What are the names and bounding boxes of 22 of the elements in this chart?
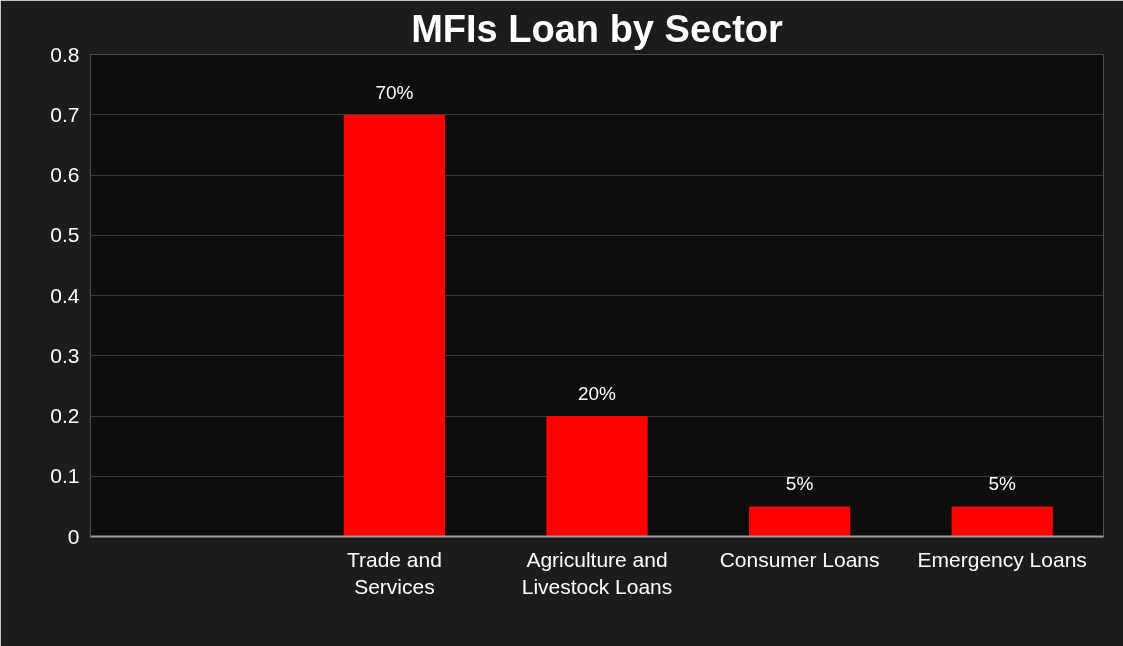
data-label: 20%	[577, 383, 617, 404]
data-label: 5%	[988, 473, 1017, 495]
y-tick-label: 0.8	[50, 42, 80, 66]
y-tick-label: 0.3	[50, 343, 80, 367]
x-tick-label: Agriculture and Livestock Loans	[521, 547, 673, 599]
x-tick-label: Trade and Services	[346, 547, 442, 599]
data-label: 5%	[785, 473, 814, 495]
data-label: 70%	[375, 81, 414, 103]
y-tick-label: 0.4	[50, 283, 80, 307]
x-tick-label: Consumer Loans	[719, 547, 880, 571]
y-tick-label: 0	[67, 524, 80, 548]
y-tick-label: 0.1	[50, 464, 80, 488]
bar	[546, 416, 648, 537]
y-tick-label: 0.7	[50, 102, 80, 126]
bar	[951, 506, 1053, 537]
y-tick-label: 0.5	[50, 223, 80, 247]
chart-title: MFIs Loan by Sector	[411, 7, 784, 50]
y-tick-label: 0.2	[50, 404, 80, 427]
bar	[343, 114, 446, 537]
y-tick-label: 0.6	[50, 163, 80, 186]
bar	[748, 506, 851, 537]
x-tick-label: Emergency Loans	[917, 547, 1087, 571]
